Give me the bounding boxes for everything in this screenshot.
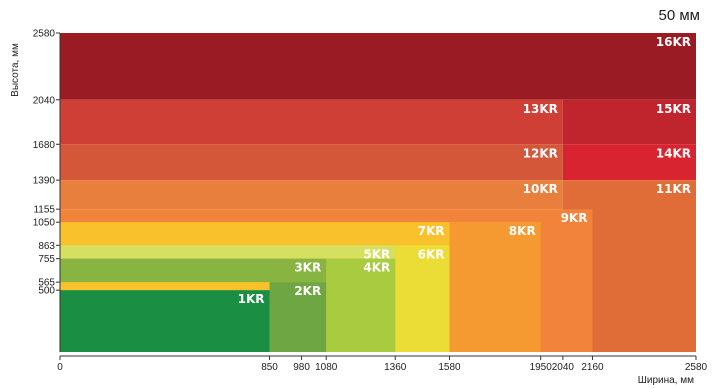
y-tick-label: 500 xyxy=(38,286,55,297)
x-tick-label: 1360 xyxy=(384,362,407,373)
zone-label-8kr: 8KR xyxy=(509,224,536,238)
zones-layer xyxy=(60,33,696,352)
y-tick-label: 1155 xyxy=(33,205,55,216)
y-tick-label: 755 xyxy=(38,254,55,265)
zone-4kr xyxy=(326,258,396,352)
zone-label-14kr: 14KR xyxy=(656,146,691,160)
x-tick-label: 0 xyxy=(57,362,63,373)
x-tick-label: 2580 xyxy=(685,362,708,373)
zone-labels-layer: 16KR 15KR 13KR 14KR 12KR 11KR 10KR 9KR 8KR 7KR 6KR… xyxy=(238,35,691,306)
zone-label-13kr: 13KR xyxy=(523,102,558,116)
y-tick-label: 2040 xyxy=(33,95,56,106)
zone-15kr xyxy=(562,99,696,145)
zone-1kr xyxy=(60,290,270,352)
thickness-annotation: 50 мм xyxy=(659,7,700,24)
zone-label-3kr: 3KR xyxy=(294,261,321,275)
zone-5kr xyxy=(60,245,396,259)
zone-label-7kr: 7KR xyxy=(418,224,445,238)
zone-label-1kr: 1KR xyxy=(238,292,265,306)
zone-label-9kr: 9KR xyxy=(561,211,588,225)
zone-label-5kr: 5KR xyxy=(363,247,390,261)
x-tick-label: 2040 xyxy=(552,362,575,373)
y-tick-label: 1050 xyxy=(33,218,56,229)
x-tick-label: 1580 xyxy=(438,362,461,373)
y-tick-label: 2580 xyxy=(33,29,56,40)
x-tick-label: 980 xyxy=(293,362,310,373)
zone-6kr xyxy=(395,245,450,352)
x-tick-label: 850 xyxy=(261,362,278,373)
zone-label-15kr: 15KR xyxy=(656,102,691,116)
zone-label-6kr: 6KR xyxy=(418,247,445,261)
zone-16kr xyxy=(60,33,696,100)
zone-2kr xyxy=(269,282,327,352)
zone-label-10kr: 10KR xyxy=(523,182,558,196)
zone-14kr xyxy=(562,144,696,181)
y-tick-label: 1680 xyxy=(33,140,56,151)
zone-label-12kr: 12KR xyxy=(523,146,558,160)
y-tick-label: 863 xyxy=(38,241,55,252)
zone-13kr xyxy=(60,99,563,145)
zone-label-2kr: 2KR xyxy=(294,284,321,298)
y-tick-label: 1390 xyxy=(33,176,56,187)
zone-label-4kr: 4KR xyxy=(363,261,390,275)
x-tick-label: 1950 xyxy=(530,362,553,373)
zone-10kr xyxy=(60,180,563,210)
x-tick-label: 1080 xyxy=(315,362,338,373)
y-axis-label: Высота, мм xyxy=(10,43,21,97)
zone-label-16kr: 16KR xyxy=(656,35,691,49)
zone-label-11kr: 11KR xyxy=(656,182,691,196)
y-tick-label: 565 xyxy=(38,278,55,289)
zone-12kr xyxy=(60,144,563,181)
zone-3kr xyxy=(60,258,327,283)
x-axis-label: Ширина, мм xyxy=(638,375,694,386)
x-tick-label: 2160 xyxy=(581,362,604,373)
